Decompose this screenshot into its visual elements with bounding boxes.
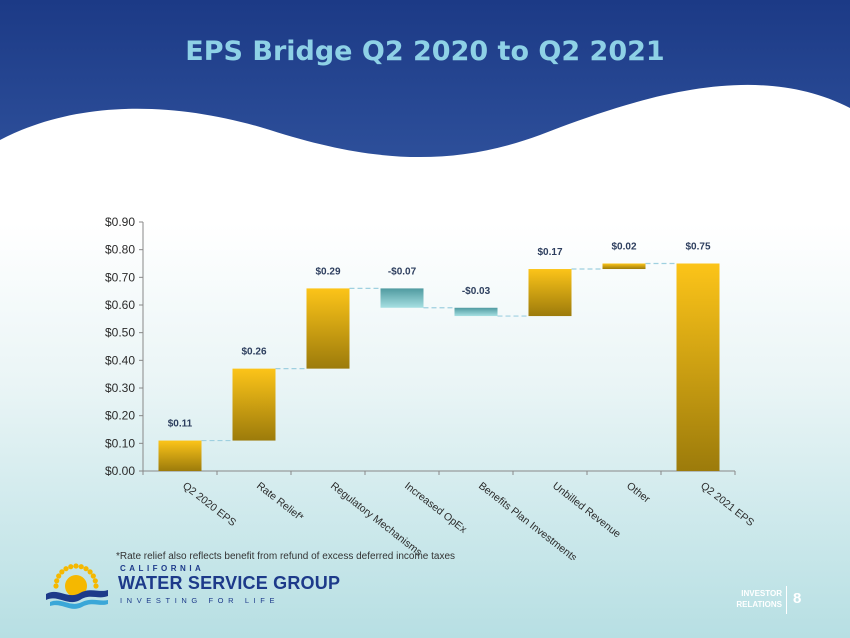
sun-ray bbox=[87, 569, 93, 575]
footer-divider bbox=[786, 586, 787, 614]
category-label: Q2 2020 EPS bbox=[180, 480, 238, 529]
category-label: Rate Relief* bbox=[254, 480, 306, 524]
page-number: 8 bbox=[793, 590, 802, 607]
sun-wave-icon bbox=[46, 563, 108, 609]
bar bbox=[232, 368, 276, 441]
y-tick-label: $0.60 bbox=[105, 298, 135, 312]
bar bbox=[528, 269, 572, 317]
y-tick-label: $0.80 bbox=[105, 243, 135, 257]
sun-ray bbox=[78, 564, 84, 570]
connector-layer bbox=[201, 262, 677, 442]
category-label: Q2 2021 EPS bbox=[698, 480, 756, 529]
sun-ray bbox=[92, 578, 98, 584]
bar-layer bbox=[158, 263, 720, 471]
y-tick-label: $0.20 bbox=[105, 409, 135, 423]
y-tick-label: $0.10 bbox=[105, 436, 135, 450]
data-label: $0.26 bbox=[241, 347, 266, 358]
data-label: $0.75 bbox=[685, 242, 710, 253]
sun-ray bbox=[83, 566, 89, 572]
logo-california-text: CALIFORNIA bbox=[120, 564, 205, 573]
sun-ray bbox=[90, 573, 96, 579]
data-label: $0.29 bbox=[315, 266, 340, 277]
investor-relations-label: INVESTOR RELATIONS bbox=[736, 589, 782, 609]
bar bbox=[454, 307, 498, 317]
footnote: *Rate relief also reflects benefit from … bbox=[116, 551, 456, 562]
company-logo: CALIFORNIA WATER SERVICE GROUP INVESTING… bbox=[44, 560, 344, 610]
sun-ray bbox=[73, 563, 79, 569]
y-tick-label: $0.70 bbox=[105, 270, 135, 284]
category-label: Unbilled Revenue bbox=[550, 480, 623, 541]
sun-ray bbox=[63, 566, 69, 572]
y-tick-label: $0.90 bbox=[105, 215, 135, 229]
data-label: -$0.07 bbox=[388, 266, 417, 277]
bar bbox=[158, 440, 202, 471]
logo-tagline: INVESTING FOR LIFE bbox=[120, 596, 280, 605]
data-label: $0.11 bbox=[168, 419, 193, 430]
bar bbox=[306, 288, 350, 369]
category-label: Other bbox=[624, 480, 652, 506]
y-tick-label: $0.00 bbox=[105, 464, 135, 478]
data-label: $0.17 bbox=[537, 247, 562, 258]
y-tick-label: $0.50 bbox=[105, 326, 135, 340]
sun-ray bbox=[68, 564, 74, 570]
bar bbox=[676, 263, 720, 471]
sun-ray bbox=[93, 583, 99, 589]
sun-ray bbox=[54, 578, 60, 584]
data-label: $0.02 bbox=[611, 242, 636, 253]
sun-ray bbox=[59, 569, 65, 575]
header-banner bbox=[0, 0, 850, 158]
data-label: -$0.03 bbox=[462, 286, 491, 297]
sun-ray bbox=[53, 583, 59, 589]
logo-company-name: WATER SERVICE GROUP bbox=[118, 573, 341, 593]
bar bbox=[602, 263, 646, 270]
bar bbox=[380, 288, 424, 308]
sun-ray bbox=[56, 573, 62, 579]
y-tick-label: $0.30 bbox=[105, 381, 135, 395]
y-tick-label: $0.40 bbox=[105, 353, 135, 367]
investor-relations-block: INVESTOR RELATIONS 8 bbox=[726, 586, 826, 614]
eps-bridge-chart: $0.00 $0.10 $0.20 $0.30 $0.40 $0.50 $0.60 $0.70… bbox=[105, 215, 756, 560]
slide-title: EPS Bridge Q2 2020 to Q2 2021 bbox=[185, 36, 665, 67]
category-label: Increased OpEx bbox=[402, 480, 469, 536]
axis-layer: $0.00 $0.10 $0.20 $0.30 $0.40 $0.50 $0.60 $0.70… bbox=[105, 215, 736, 478]
